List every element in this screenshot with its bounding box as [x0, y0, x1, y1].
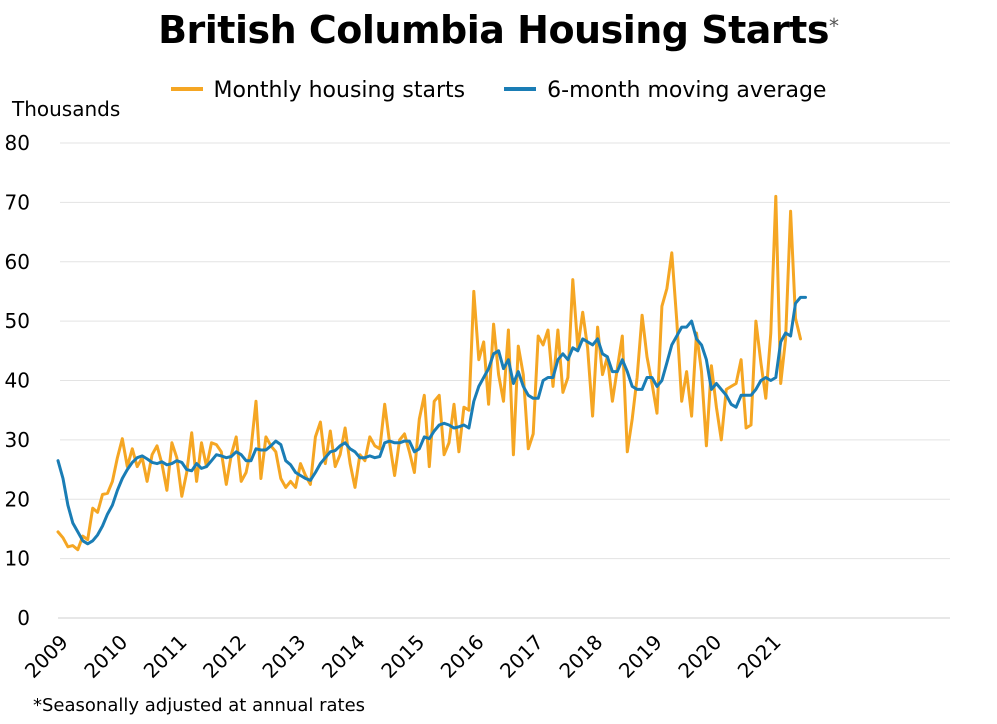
chart-title: British Columbia Housing Starts [158, 8, 829, 52]
legend-item-moving-average: 6-month moving average [504, 78, 826, 103]
x-tick-label: 2014 [317, 630, 370, 683]
y-tick-label: 20 [5, 487, 30, 511]
y-axis-unit-label: Thousands [12, 97, 121, 121]
x-tick-label: 2019 [614, 630, 667, 683]
x-tick-label: 2018 [554, 630, 607, 683]
x-tick-label: 2010 [79, 630, 132, 683]
x-tick-label: 2015 [376, 630, 429, 683]
footnote: *Seasonally adjusted at annual rates [33, 695, 366, 716]
legend-item-monthly: Monthly housing starts [170, 78, 466, 103]
chart-title-row: British Columbia Housing Starts* [0, 8, 997, 52]
x-tick-label: 2017 [495, 630, 548, 683]
x-tick-label: 2011 [139, 630, 192, 683]
y-tick-label: 60 [5, 250, 30, 274]
legend-label-moving-average: 6-month moving average [547, 78, 827, 103]
x-tick-label: 2013 [257, 630, 310, 683]
legend-swatch-moving-average [504, 87, 537, 91]
x-tick-label: 2012 [198, 630, 251, 683]
legend-swatch-monthly [170, 87, 203, 91]
series-line-moving-average [56, 295, 807, 546]
y-tick-label: 40 [5, 369, 30, 393]
y-tick-label: 50 [5, 309, 30, 333]
legend-label-monthly: Monthly housing starts [213, 78, 466, 103]
x-tick-label: 2016 [436, 630, 489, 683]
title-footnote-marker: * [828, 14, 839, 38]
x-tick-label: 2020 [673, 630, 726, 683]
x-tick-label: 2009 [20, 630, 73, 683]
y-tick-label: 30 [5, 428, 30, 452]
series-line-monthly [56, 194, 802, 552]
y-tick-label: 10 [5, 547, 30, 571]
y-tick-label: 80 [5, 131, 30, 155]
y-tick-label: 0 [17, 606, 30, 630]
y-tick-label: 70 [5, 190, 30, 214]
x-tick-label: 2021 [733, 630, 786, 683]
legend: Monthly housing starts 6-month moving av… [0, 78, 997, 103]
